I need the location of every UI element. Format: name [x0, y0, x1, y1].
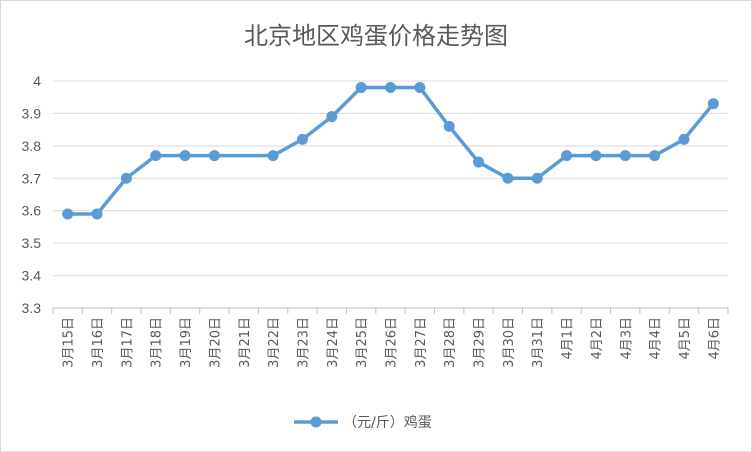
- x-tick-label: 4月5日: [678, 317, 693, 360]
- legend-swatch-marker: [310, 416, 322, 428]
- y-tick-label: 3.9: [22, 105, 42, 121]
- legend-label: （元/斤）鸡蛋: [343, 414, 432, 431]
- data-point: [414, 81, 426, 93]
- y-tick-label: 3.7: [22, 170, 42, 186]
- x-tick-label: 3月18日: [150, 317, 165, 368]
- data-point: [91, 208, 103, 220]
- data-point: [678, 133, 690, 145]
- data-point: [707, 98, 719, 110]
- data-point: [355, 81, 367, 93]
- x-tick-label: 4月4日: [649, 317, 664, 360]
- x-tick-label: 3月20日: [208, 317, 223, 368]
- y-tick-label: 3.3: [22, 300, 42, 316]
- x-tick-label: 4月2日: [590, 317, 605, 360]
- y-tick-label: 4: [33, 73, 41, 89]
- x-tick-label: 3月22日: [267, 317, 282, 368]
- x-tick-label: 3月28日: [443, 317, 458, 368]
- data-point: [150, 150, 162, 162]
- series-layer: [62, 81, 719, 220]
- x-tick-label: 3月31日: [531, 317, 546, 368]
- data-point: [179, 150, 191, 162]
- y-tick-label: 3.6: [22, 203, 42, 219]
- x-tick-label: 3月29日: [473, 317, 488, 368]
- y-tick-label: 3.8: [22, 138, 42, 154]
- data-point: [296, 133, 308, 145]
- data-point: [473, 156, 485, 168]
- y-tick-label: 3.5: [22, 235, 42, 251]
- data-point: [590, 150, 602, 162]
- x-tick-label: 3月17日: [120, 317, 135, 368]
- x-tick-label: 3月15日: [62, 317, 77, 368]
- x-tick-label: 4月3日: [619, 317, 634, 360]
- data-point: [120, 172, 132, 184]
- data-point: [443, 120, 455, 132]
- x-tick-label: 3月30日: [502, 317, 517, 368]
- x-tick-label: 3月21日: [238, 317, 253, 368]
- series-line: [65, 85, 716, 216]
- x-tick-label: 3月25日: [355, 317, 370, 368]
- x-tick-label: 3月24日: [326, 317, 341, 368]
- data-point: [267, 150, 279, 162]
- data-point: [649, 150, 661, 162]
- data-point: [208, 150, 220, 162]
- legend: （元/斤）鸡蛋: [294, 414, 432, 431]
- x-tick-label: 3月26日: [385, 317, 400, 368]
- x-tick-label: 4月1日: [561, 317, 576, 360]
- x-axis: 3月15日 3月16日 3月17日 3月18日 3月19日 3月20日 3月21日 3月22日…: [52, 308, 729, 368]
- gridlines: [53, 80, 728, 309]
- chart-title: 北京地区鸡蛋价格走势图: [244, 22, 508, 50]
- data-point: [385, 81, 396, 93]
- x-tick-label: 3月23日: [296, 317, 311, 368]
- data-point: [561, 150, 573, 162]
- data-point: [619, 150, 631, 162]
- data-point: [502, 172, 514, 184]
- x-tick-label: 3月19日: [179, 317, 194, 368]
- data-point: [326, 111, 338, 123]
- x-tick-label: 4月6日: [707, 317, 722, 360]
- y-axis: 3.3 3.4 3.5 3.6 3.7 3.8 3.9 4: [22, 73, 42, 316]
- x-tick-label: 3月27日: [414, 317, 429, 368]
- x-tick-label: 3月16日: [91, 317, 106, 368]
- y-tick-label: 3.4: [22, 268, 42, 284]
- data-point: [531, 172, 543, 184]
- data-point: [62, 208, 74, 220]
